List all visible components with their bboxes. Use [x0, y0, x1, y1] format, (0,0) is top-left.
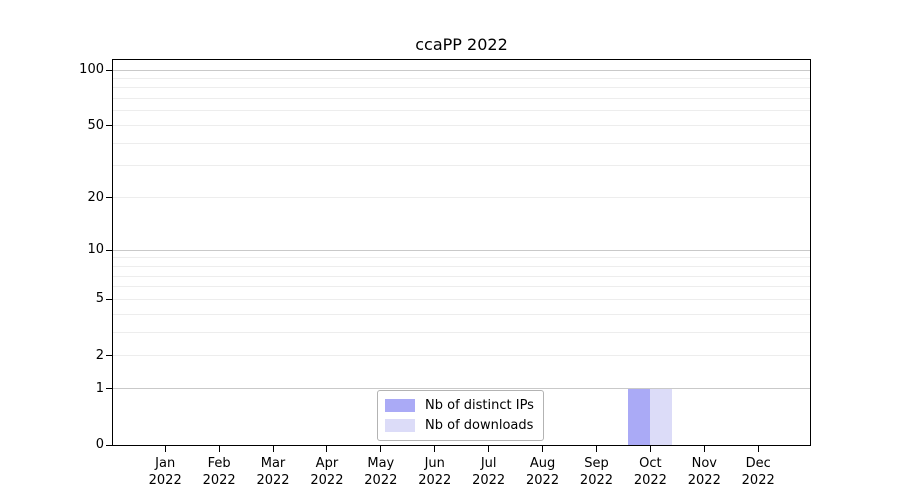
y-tick	[106, 444, 113, 446]
x-tick	[488, 445, 490, 452]
gridline-minor	[113, 331, 810, 333]
x-tick	[595, 445, 597, 452]
legend-item-downloads: Nb of downloads	[385, 417, 534, 434]
legend-swatch-distinct-ips	[385, 399, 415, 412]
gridline-minor	[113, 286, 810, 288]
x-tick-label: Oct 2022	[614, 455, 686, 489]
y-tick-label: 10	[87, 242, 104, 258]
gridline-minor	[113, 77, 810, 79]
gridline-minor	[113, 265, 810, 267]
y-tick-label: 2	[95, 347, 104, 363]
x-tick	[542, 445, 544, 452]
x-tick-year: 2022	[148, 473, 182, 488]
x-tick-year: 2022	[202, 473, 236, 488]
gridline-minor	[113, 142, 810, 144]
x-tick-year: 2022	[418, 473, 452, 488]
x-tick-month: Jul	[480, 456, 497, 471]
x-tick-month: Dec	[745, 456, 771, 471]
x-tick-label: Jan 2022	[129, 455, 201, 489]
y-tick	[106, 355, 113, 357]
gridline-minor	[113, 165, 810, 167]
x-tick-label: Aug 2022	[507, 455, 579, 489]
plot-area: Nb of distinct IPs Nb of downloads 100 50…	[79, 59, 811, 488]
x-tick-label: Jun 2022	[399, 455, 471, 489]
x-tick	[164, 445, 166, 452]
x-tick-month: Apr	[315, 456, 339, 471]
y-tick	[106, 388, 113, 390]
chart-title: ccaPP 2022	[415, 35, 508, 54]
gridline-major	[113, 388, 810, 390]
x-tick-label: Apr 2022	[291, 455, 363, 489]
legend-item-distinct-ips: Nb of distinct IPs	[385, 397, 534, 414]
x-tick-label: Jul 2022	[453, 455, 525, 489]
x-tick-year: 2022	[256, 473, 290, 488]
legend-swatch-downloads	[385, 419, 415, 432]
x-tick-label: May 2022	[345, 455, 417, 489]
x-tick-label: Feb 2022	[183, 455, 255, 489]
gridline-minor	[113, 110, 810, 112]
x-tick	[703, 445, 705, 452]
legend-label-downloads: Nb of downloads	[425, 418, 534, 433]
bar-downloads	[650, 388, 673, 445]
legend-label-distinct-ips: Nb of distinct IPs	[425, 398, 534, 413]
gridline-major	[113, 249, 810, 251]
x-tick-year: 2022	[310, 473, 344, 488]
y-tick-label: 20	[87, 189, 104, 205]
y-tick-label: 100	[79, 62, 104, 77]
x-tick-year: 2022	[472, 473, 506, 488]
x-tick	[649, 445, 651, 452]
x-tick-month: Jun	[424, 456, 445, 471]
x-tick-year: 2022	[579, 473, 614, 488]
x-tick-month: Feb	[207, 456, 231, 471]
x-tick-label: Sep 2022	[560, 455, 632, 489]
x-tick-label: Nov 2022	[668, 455, 740, 489]
y-tick	[106, 249, 113, 251]
gridline-minor	[113, 355, 810, 357]
legend: Nb of distinct IPs Nb of downloads	[377, 390, 544, 441]
bar-distinct-ips	[628, 388, 651, 445]
x-tick-month: May	[367, 456, 395, 471]
gridline-minor	[113, 197, 810, 199]
x-tick-year: 2022	[633, 473, 667, 488]
y-tick-label: 5	[95, 291, 104, 307]
x-tick-month: Mar	[260, 456, 286, 471]
y-tick-label: 50	[87, 117, 104, 133]
x-tick-year: 2022	[364, 473, 398, 488]
x-tick-year: 2022	[687, 473, 721, 488]
x-tick	[272, 445, 274, 452]
gridline-minor	[113, 313, 810, 315]
x-tick-year: 2022	[741, 473, 775, 488]
gridline-minor	[113, 298, 810, 300]
x-tick	[434, 445, 436, 452]
x-tick	[380, 445, 382, 452]
x-tick-label: Dec 2022	[722, 455, 794, 489]
gridline-minor	[113, 275, 810, 277]
y-tick	[106, 125, 113, 127]
y-tick	[106, 197, 113, 199]
y-tick-label: 0	[95, 437, 104, 452]
x-tick-month: Jan	[155, 456, 176, 471]
x-tick-month: Nov	[691, 456, 717, 471]
x-tick-year: 2022	[526, 473, 560, 488]
x-tick-month: Oct	[639, 456, 662, 471]
x-tick	[218, 445, 220, 452]
y-tick-label: 1	[95, 380, 104, 396]
x-tick	[326, 445, 328, 452]
y-tick	[106, 298, 113, 300]
gridline-major	[113, 69, 810, 71]
y-tick	[106, 69, 113, 71]
gridline-minor	[113, 87, 810, 89]
x-tick-month: Aug	[529, 456, 556, 471]
gridline-minor	[113, 98, 810, 100]
x-tick-label: Mar 2022	[237, 455, 309, 489]
x-tick-month: Sep	[584, 456, 609, 471]
gridline-minor	[113, 125, 810, 127]
x-tick	[757, 445, 759, 452]
gridline-minor	[113, 257, 810, 259]
